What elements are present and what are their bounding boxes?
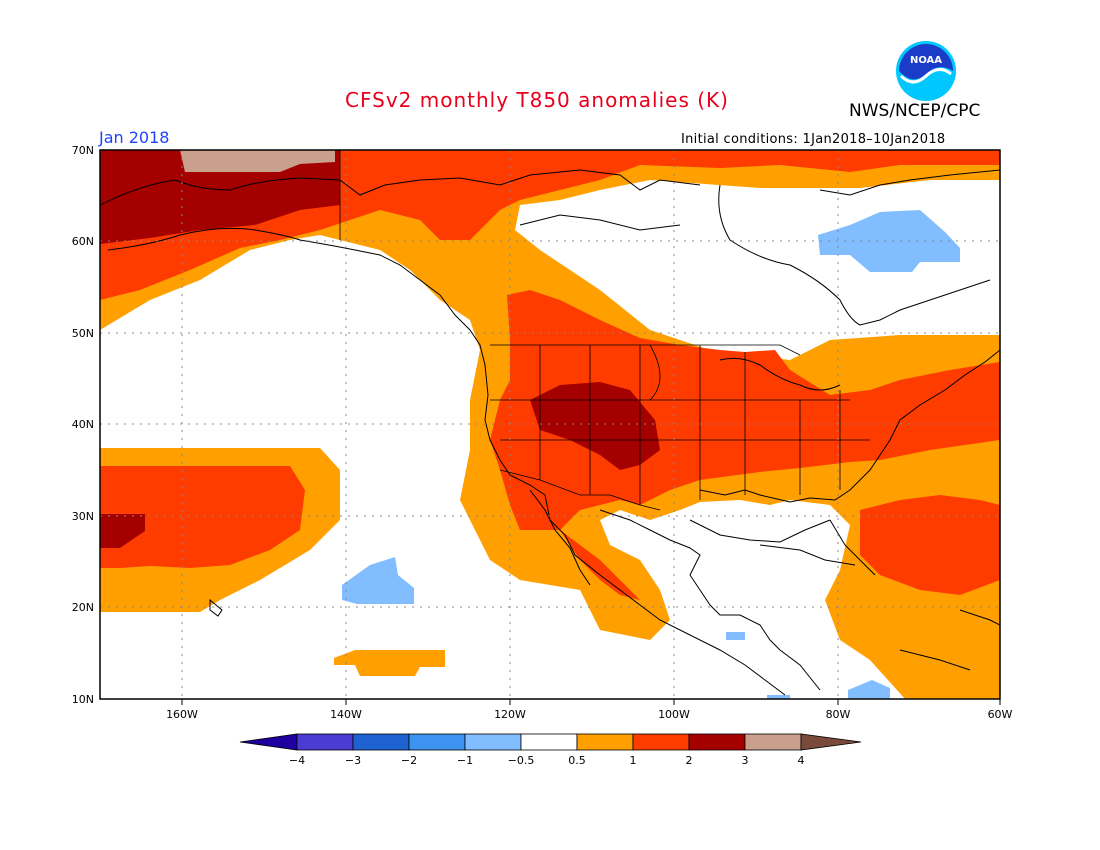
x-tick-label: 80W	[826, 708, 851, 721]
y-tick-label: 30N	[72, 510, 94, 523]
legend-label: −0.5	[508, 754, 535, 767]
legend-swatch	[688, 733, 746, 751]
legend-label: −3	[345, 754, 361, 767]
x-tick-label: 100W	[658, 708, 690, 721]
initial-conditions-label: Initial conditions: 1Jan2018–10Jan2018	[681, 132, 946, 147]
legend-label: −1	[457, 754, 473, 767]
legend-label: 0.5	[568, 754, 586, 767]
political-borders	[339, 150, 870, 511]
y-tick-label: 50N	[72, 327, 94, 340]
agency-label: NWS/NCEP/CPC	[849, 101, 981, 121]
svg-text:NOAA: NOAA	[910, 55, 942, 66]
chart-title: CFSv2 monthly T850 anomalies (K)	[345, 88, 729, 112]
legend-swatch	[520, 733, 578, 751]
legend-label: 1	[630, 754, 637, 767]
y-tick-label: 10N	[72, 693, 94, 706]
grid-lines	[100, 150, 1000, 699]
y-tick-label: 40N	[72, 418, 94, 431]
legend-arrow-high	[800, 733, 862, 751]
legend-swatch	[296, 733, 354, 751]
legend-swatch	[576, 733, 634, 751]
y-tick-label: 20N	[72, 601, 94, 614]
x-tick-label: 60W	[988, 708, 1013, 721]
legend-label: 4	[798, 754, 805, 767]
x-tick-label: 160W	[166, 708, 198, 721]
legend-arrow-low	[239, 733, 298, 751]
x-tick-label: 140W	[330, 708, 362, 721]
legend-swatch	[632, 733, 690, 751]
y-tick-label: 70N	[72, 144, 94, 157]
anomaly-fill-lightblue	[342, 210, 960, 699]
coastlines	[100, 169, 1000, 696]
legend-label: −2	[401, 754, 417, 767]
noaa-logo: NOAA	[896, 41, 956, 101]
legend-label: 2	[686, 754, 693, 767]
x-tick-label: 120W	[494, 708, 526, 721]
legend-label: 3	[742, 754, 749, 767]
map-frame	[99, 149, 1001, 700]
legend-swatch	[408, 733, 466, 751]
y-tick-label: 60N	[72, 235, 94, 248]
legend-swatch	[464, 733, 522, 751]
legend-swatch	[352, 733, 410, 751]
legend-swatch	[744, 733, 802, 751]
anomaly-fill-darkred	[100, 150, 660, 548]
legend-label: −4	[289, 754, 305, 767]
month-label: Jan 2018	[99, 128, 170, 147]
anomaly-fill-tan	[180, 150, 335, 172]
